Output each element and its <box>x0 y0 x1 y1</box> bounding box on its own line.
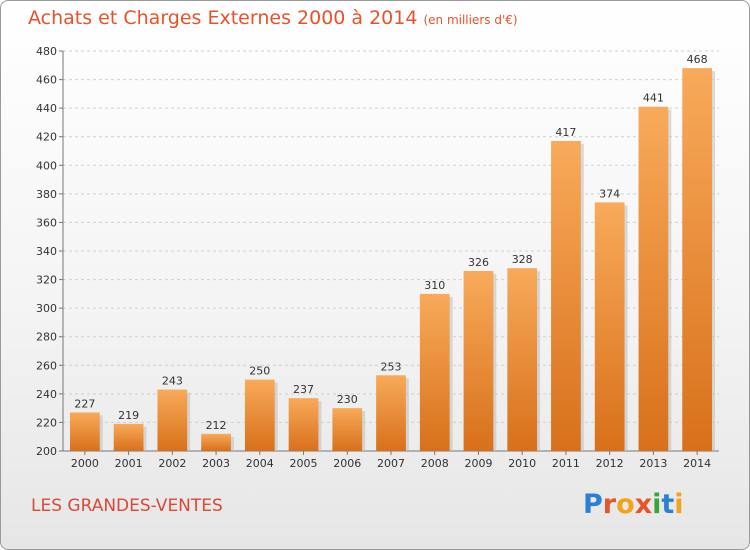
chart-subtitle: (en milliers d'€) <box>423 13 518 27</box>
y-tick-label: 460 <box>36 74 57 87</box>
x-tick-label: 2006 <box>333 457 361 470</box>
bar <box>594 202 625 451</box>
logo-letter: P <box>583 489 603 520</box>
bar-value-label: 230 <box>337 393 358 406</box>
x-tick-label: 2010 <box>508 457 536 470</box>
y-tick-label: 260 <box>36 359 57 372</box>
bar-value-label: 441 <box>643 92 664 105</box>
bar <box>69 412 100 451</box>
bar <box>551 141 581 451</box>
x-tick-label: 2014 <box>683 457 711 470</box>
chart-title: Achats et Charges Externes 2000 à 2014 (e… <box>28 7 518 29</box>
bar <box>113 423 144 451</box>
bar <box>288 398 319 451</box>
x-tick-label: 2000 <box>71 457 99 470</box>
bar-value-label: 326 <box>468 256 489 269</box>
bar <box>157 389 188 451</box>
logo-letter: t <box>661 489 675 520</box>
x-tick-label: 2011 <box>552 457 580 470</box>
bar-value-label: 243 <box>162 375 183 388</box>
x-tick-label: 2002 <box>158 457 186 470</box>
bar-value-label: 250 <box>249 365 270 378</box>
x-tick-label: 2003 <box>202 457 230 470</box>
bar <box>201 433 231 451</box>
y-tick-label: 320 <box>36 274 57 287</box>
y-tick-label: 220 <box>36 416 57 429</box>
bar-value-label: 417 <box>555 126 576 139</box>
bar <box>419 293 450 451</box>
x-tick-label: 2009 <box>464 457 492 470</box>
bar <box>463 271 494 451</box>
logo-letter: x <box>634 489 653 520</box>
bar <box>507 268 538 451</box>
labels: 200 220 240 260 280 300 320 340 360 380 400 420 440 4… <box>36 45 711 470</box>
place-name: LES GRANDES-VENTES <box>31 496 223 516</box>
x-tick-label: 2004 <box>246 457 274 470</box>
x-tick-label: 2008 <box>421 457 449 470</box>
proxiti-logo: Proxiti <box>583 489 684 520</box>
y-tick-label: 200 <box>36 445 57 458</box>
y-tick-label: 240 <box>36 388 57 401</box>
x-tick-label: 2007 <box>377 457 405 470</box>
logo-letter: o <box>616 489 635 520</box>
y-tick-label: 480 <box>36 45 57 58</box>
bar-value-label: 468 <box>687 53 708 66</box>
x-tick-label: 2012 <box>596 457 624 470</box>
bars <box>69 68 716 452</box>
bar-value-label: 310 <box>424 279 445 292</box>
y-tick-label: 300 <box>36 302 57 315</box>
logo-letter: r <box>602 489 617 520</box>
bar <box>376 375 406 451</box>
y-tick-label: 420 <box>36 131 57 144</box>
y-tick-label: 360 <box>36 216 57 229</box>
bar-value-label: 374 <box>599 187 620 200</box>
logo-letter: i <box>674 489 684 520</box>
bar <box>332 408 363 451</box>
y-tick-label: 340 <box>36 245 57 258</box>
bar-value-label: 227 <box>74 397 95 410</box>
bar <box>682 68 713 452</box>
y-tick-label: 280 <box>36 331 57 344</box>
y-tick-label: 400 <box>36 159 57 172</box>
x-tick-label: 2013 <box>639 457 667 470</box>
bar-value-label: 219 <box>118 409 139 422</box>
x-tick-label: 2001 <box>115 457 143 470</box>
bar <box>244 379 275 451</box>
bar-value-label: 253 <box>381 360 402 373</box>
y-tick-label: 440 <box>36 102 57 115</box>
bar-value-label: 237 <box>293 383 314 396</box>
logo-letter: i <box>652 489 662 520</box>
bar-value-label: 328 <box>512 253 533 266</box>
bar <box>638 106 669 451</box>
y-tick-label: 380 <box>36 188 57 201</box>
chart-title-text: Achats et Charges Externes 2000 à 2014 <box>28 7 418 29</box>
bar-value-label: 212 <box>206 419 227 432</box>
x-tick-label: 2005 <box>290 457 318 470</box>
